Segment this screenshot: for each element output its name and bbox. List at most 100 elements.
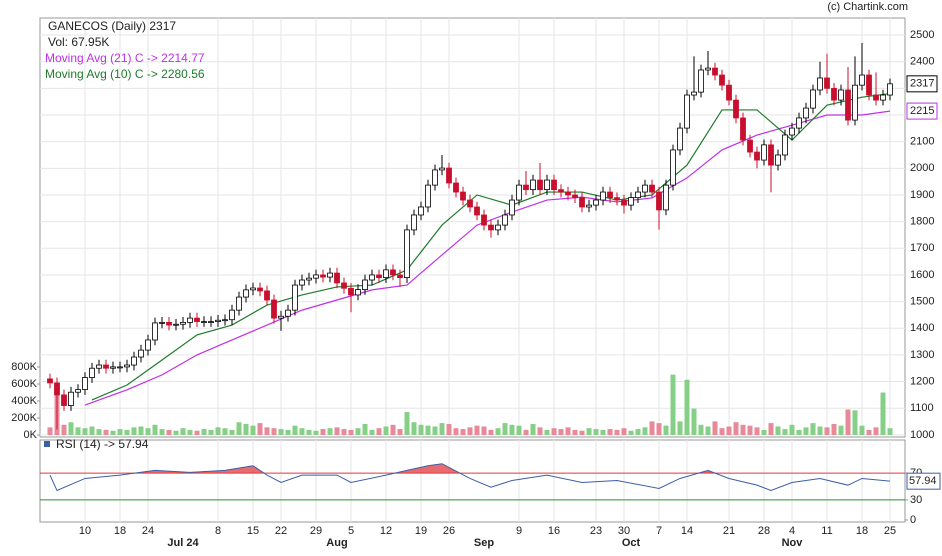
volume-bar <box>866 429 872 435</box>
candle-body <box>565 191 571 196</box>
month-label: Jul 24 <box>167 537 199 549</box>
volume-bar <box>691 408 697 435</box>
month-label: Oct <box>622 537 641 549</box>
volume-bar <box>474 425 480 435</box>
volume-bar <box>502 423 508 435</box>
volume-bar <box>586 428 592 435</box>
volume-bar <box>96 429 102 435</box>
candle-body <box>124 364 130 368</box>
volume-tick-label: 0K <box>24 429 38 441</box>
chart-title: GANECOS (Daily) 2317 <box>48 19 176 33</box>
candle-body <box>544 179 550 191</box>
volume-bar <box>467 427 473 435</box>
plot <box>47 43 893 492</box>
candle-body <box>747 139 753 153</box>
candle-body <box>677 127 683 151</box>
y-tick-label: 2100 <box>910 136 934 148</box>
x-tick-label: 28 <box>758 525 770 537</box>
volume-bar <box>439 423 445 435</box>
candle-body <box>194 317 200 322</box>
candle-body <box>782 134 788 156</box>
candle-body <box>754 151 760 161</box>
volume-bar <box>747 425 753 435</box>
volume-bar <box>754 427 760 435</box>
candle-body <box>516 184 522 201</box>
candle-body <box>411 214 417 231</box>
ma-box <box>906 102 938 120</box>
candle-body <box>628 197 634 206</box>
candle-body <box>82 377 88 390</box>
candle-body <box>166 321 172 326</box>
volume-bar <box>719 428 725 435</box>
candle-body <box>642 184 648 193</box>
volume-bar <box>187 429 193 435</box>
volume-bar <box>131 427 137 435</box>
volume-bar <box>614 429 620 435</box>
volume-bar <box>537 427 543 435</box>
candle-body <box>159 321 165 324</box>
volume-bar <box>761 429 767 435</box>
candle-body <box>537 179 543 191</box>
candle-body <box>887 83 893 96</box>
x-tick-label: 9 <box>516 525 522 537</box>
candle-body <box>271 299 277 319</box>
candle-body <box>551 179 557 191</box>
volume-bar <box>292 425 298 435</box>
volume-bar <box>607 429 613 435</box>
volume-bar <box>698 424 704 435</box>
volume-bar <box>75 427 81 435</box>
x-tick-label: 26 <box>443 525 455 537</box>
volume-bar <box>446 423 452 435</box>
rsi-line <box>49 463 891 492</box>
candle-body <box>348 287 354 296</box>
price-panel <box>39 17 906 438</box>
volume-bar <box>628 430 634 435</box>
candle-body <box>313 274 319 279</box>
candle-body <box>656 191 662 211</box>
candle-body <box>327 272 333 278</box>
volume-bar <box>152 424 158 435</box>
volume-bar <box>82 428 88 435</box>
rsi-tick-label: 0 <box>910 514 916 526</box>
volume-bar <box>775 426 781 435</box>
volume-bar <box>712 421 718 435</box>
y-tick-label: 2400 <box>910 56 934 68</box>
candle-body <box>47 378 53 384</box>
volume-bar <box>159 429 165 435</box>
x-tick-label: 30 <box>618 525 630 537</box>
x-tick-label: 16 <box>548 525 560 537</box>
volume-bar <box>208 429 214 435</box>
candle-body <box>292 284 298 311</box>
volume-bar <box>306 429 312 435</box>
price-box <box>906 75 938 93</box>
x-tick-label: 24 <box>142 525 154 537</box>
x-tick-label: 18 <box>856 525 868 537</box>
candle-body <box>152 322 158 341</box>
candle-body <box>278 315 284 319</box>
volume-bar <box>635 429 641 435</box>
candle-body <box>705 67 711 71</box>
candle-body <box>341 282 347 289</box>
volume-bar <box>103 429 109 435</box>
y-tick-label: 2000 <box>910 162 934 174</box>
candle-body <box>712 67 718 76</box>
volume-bar <box>68 422 74 435</box>
volume-bar <box>684 379 690 435</box>
volume-bar <box>271 428 277 435</box>
candle-body <box>635 191 641 199</box>
candle-body <box>852 84 858 121</box>
candle-body <box>425 184 431 208</box>
candle-body <box>103 364 109 369</box>
rsi-panel <box>39 439 906 523</box>
x-tick-label: 22 <box>275 525 287 537</box>
volume-bar <box>495 428 501 435</box>
x-tick-label: 10 <box>79 525 91 537</box>
volume-bar <box>418 424 424 435</box>
volume-bar <box>110 430 116 435</box>
candle-body <box>362 279 368 291</box>
candle-body <box>54 382 60 396</box>
volume-bar <box>201 429 207 435</box>
volume-bar <box>61 424 67 435</box>
legend-ma10: Moving Avg (10) C -> 2280.56 <box>45 67 205 81</box>
